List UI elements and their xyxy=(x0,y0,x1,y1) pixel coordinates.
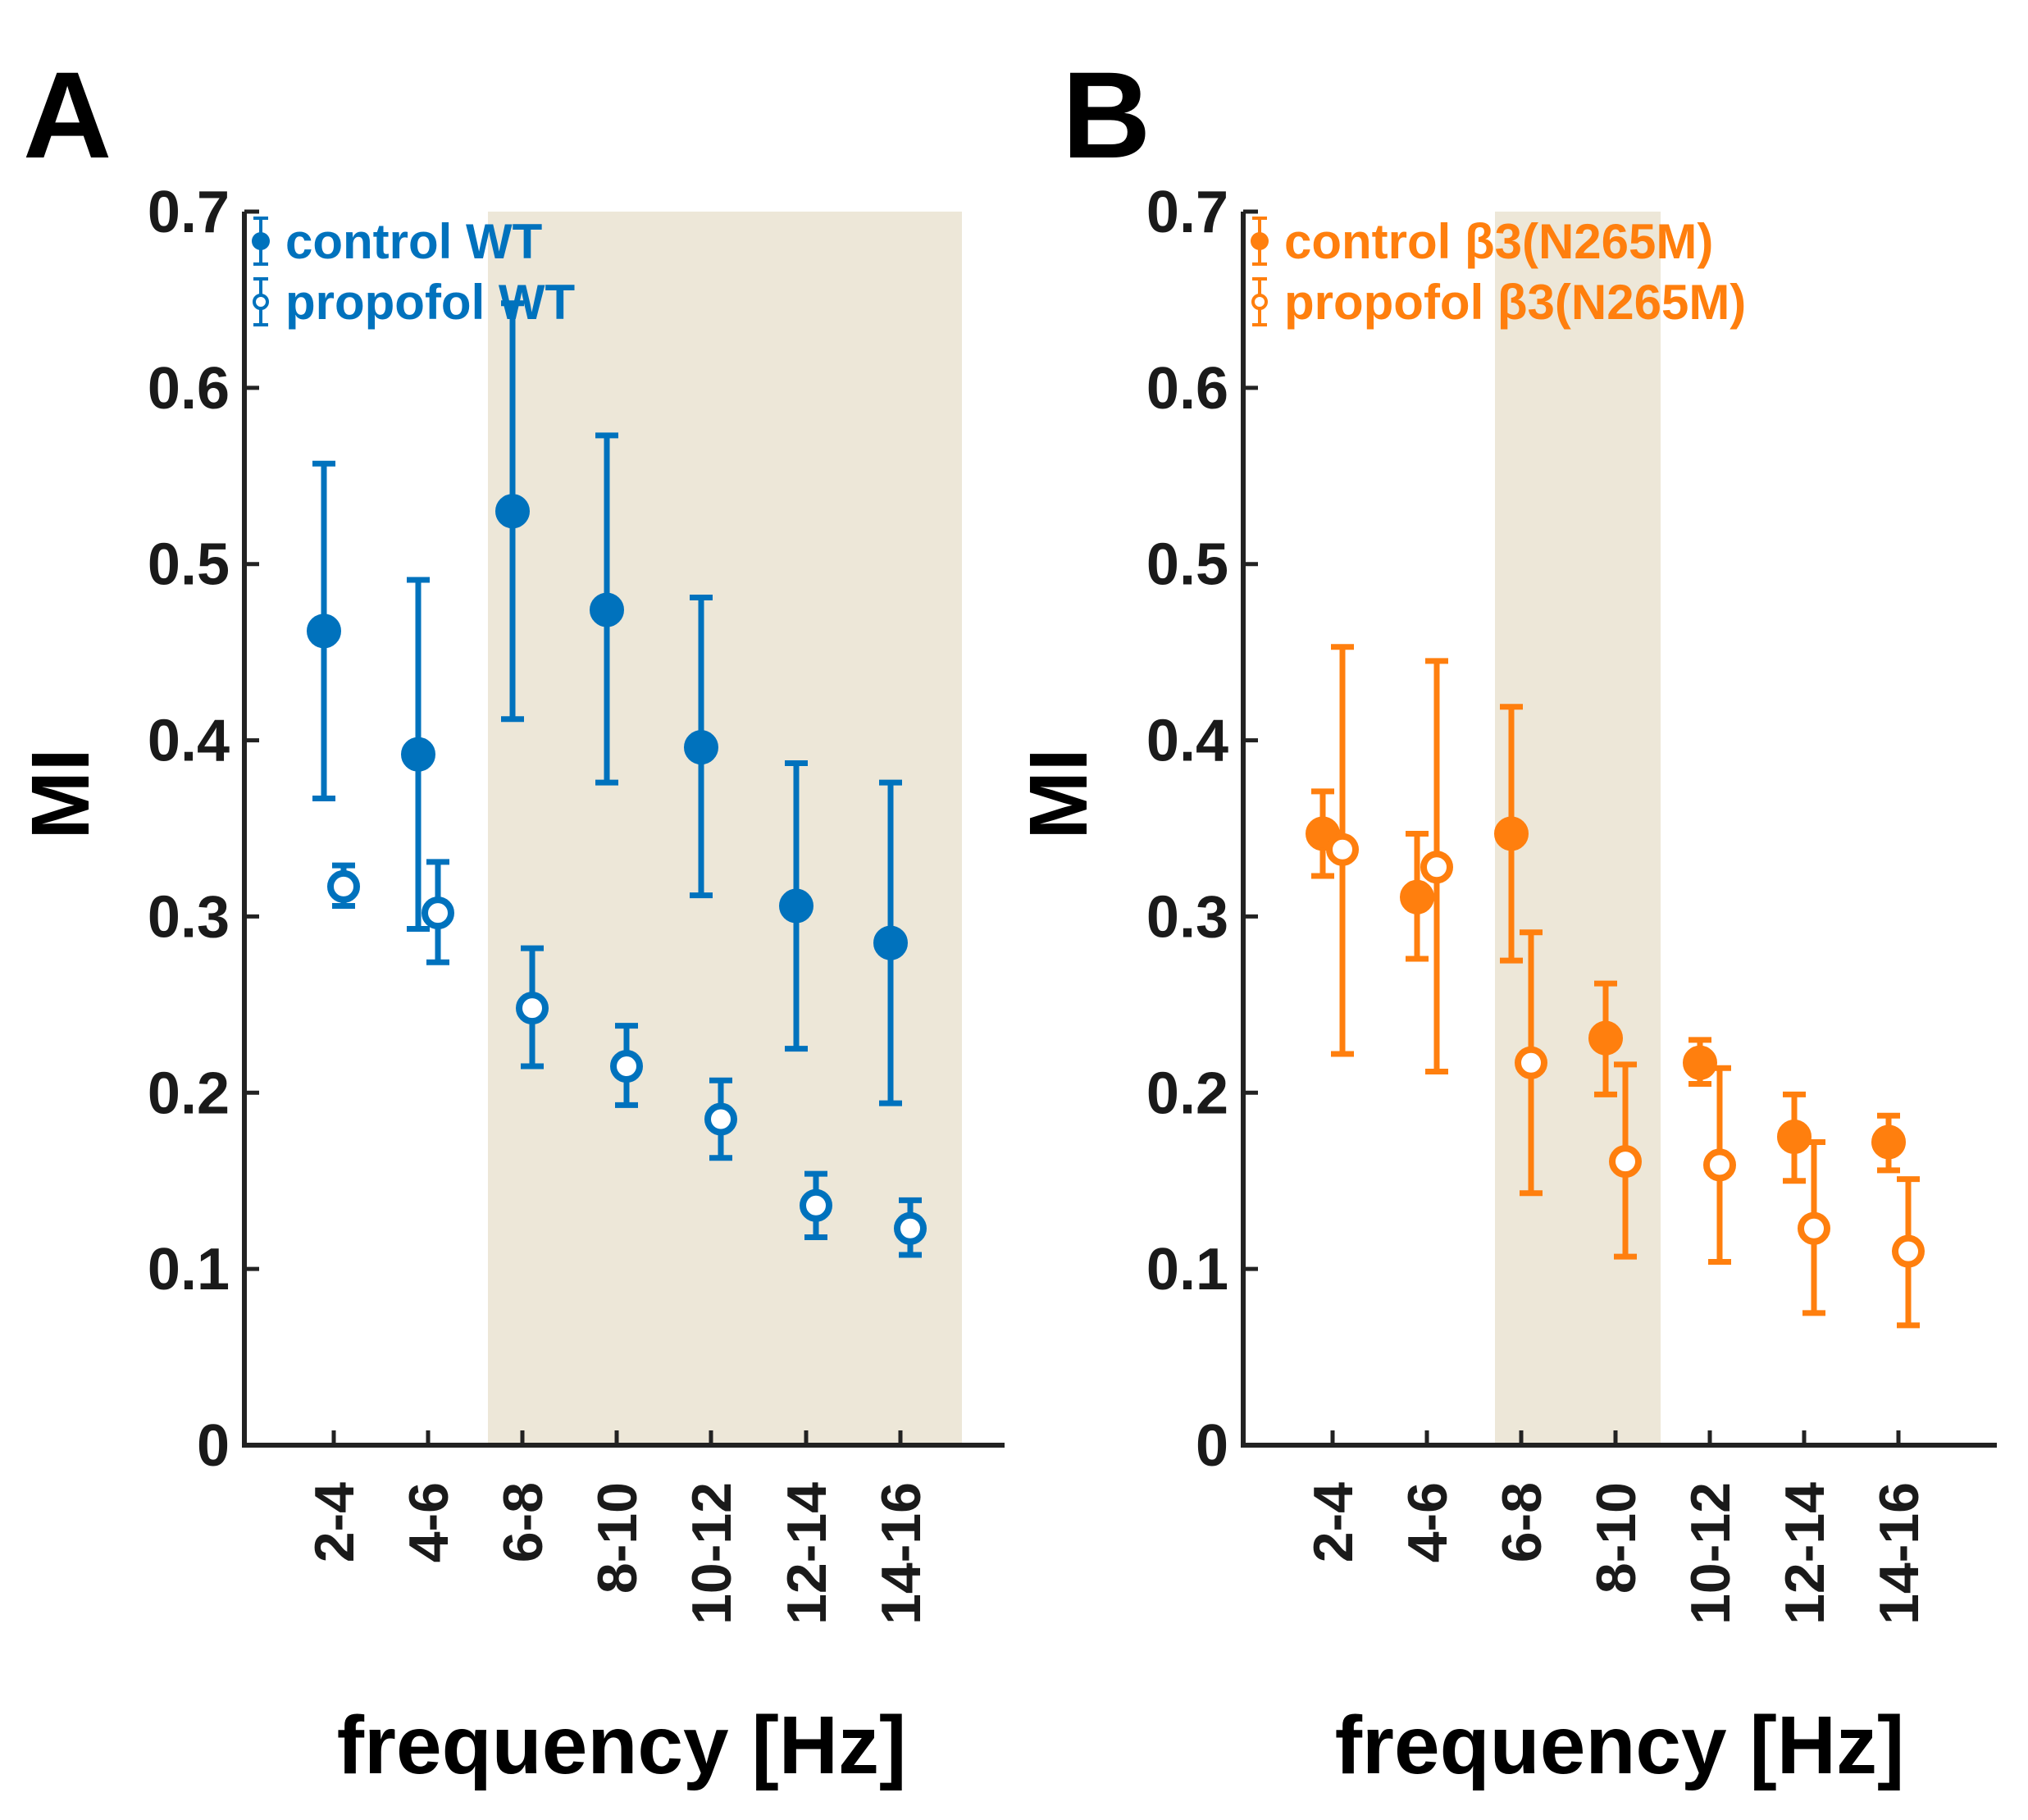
panel-a-point-control xyxy=(401,737,435,772)
panel-a-xlabel: frequency [Hz] xyxy=(337,1699,907,1791)
panel-a-x-tick-label: 4-6 xyxy=(398,1482,460,1562)
panel-a-point-propofol xyxy=(327,869,360,903)
panel-b-point-propofol xyxy=(1892,1234,1925,1268)
panel-b-point-control xyxy=(1588,1020,1623,1056)
panel-a-x-tick-label: 2-4 xyxy=(303,1482,366,1562)
panel-b-y-tick-label: 0.4 xyxy=(1146,709,1228,774)
panel-a-point-propofol xyxy=(704,1102,737,1136)
panel-b-x-tick-label: 4-6 xyxy=(1397,1482,1459,1562)
panel-a-y-tick-label: 0.5 xyxy=(148,532,230,598)
panel-a-ylabel: MI xyxy=(15,748,107,839)
panel-a-point-control xyxy=(684,730,718,765)
panel-b-point-propofol xyxy=(1326,832,1359,866)
panel-a-legend-marker-control xyxy=(252,232,270,250)
panel-a-x-tick-label: 12-14 xyxy=(776,1482,838,1625)
panel-a-shaded-region xyxy=(488,212,962,1445)
panel-a-point-propofol xyxy=(800,1188,832,1222)
panel-b-plot: 0 0.1 0.2 0.3 0.4 0.5 0.6 0.7 2-4 4-6 6-8 8-10 10-12… xyxy=(1146,180,1997,1625)
panel-b-point-control xyxy=(1683,1045,1717,1080)
panel-a-point-propofol xyxy=(610,1050,643,1083)
panel-b-letter: B xyxy=(1062,46,1151,184)
panel-a-plot: 0 0.1 0.2 0.3 0.4 0.5 0.6 0.7 2-4 4-6 6-8 8-10 10-12… xyxy=(148,180,1005,1625)
panel-a-y-tick-label: 0 xyxy=(197,1413,230,1479)
panel-a-y-tick-label: 0.3 xyxy=(148,884,230,950)
panel-a-point-control xyxy=(779,888,813,924)
panel-a-x-tick-label: 10-12 xyxy=(681,1482,743,1625)
panel-b-point-control xyxy=(1494,816,1529,851)
panel-a-point-control xyxy=(590,592,624,627)
panel-b-legend-marker-propofol xyxy=(1251,294,1268,310)
panel-b-point-control xyxy=(1777,1120,1812,1154)
panel-a-legend-label: control WT xyxy=(285,214,542,269)
panel-b-xlabel: frequency [Hz] xyxy=(1335,1699,1905,1791)
panel-b-x-tick-label: 10-12 xyxy=(1679,1482,1742,1625)
panel-b-point-propofol xyxy=(1703,1148,1736,1182)
panel-b-point-control xyxy=(1400,879,1434,915)
panel-b-x-tick-label: 6-8 xyxy=(1491,1482,1553,1562)
panel-b-point-control xyxy=(1871,1124,1906,1160)
panel-a-letter: A xyxy=(23,46,112,184)
panel-a-point-propofol xyxy=(894,1211,927,1245)
panel-b-legend-label: control β3(N265M) xyxy=(1284,214,1713,269)
panel-b-x-tick-label: 14-16 xyxy=(1868,1482,1930,1625)
panel-a-x-tick-label: 14-16 xyxy=(870,1482,932,1625)
panel-a-point-propofol xyxy=(516,992,549,1025)
panel-a-point-control xyxy=(307,614,341,649)
panel-a-point-propofol xyxy=(422,896,454,930)
panel-a-x-tick-label: 8-10 xyxy=(586,1482,649,1594)
panel-a-y-tick-label: 0.2 xyxy=(148,1061,230,1126)
panel-a-y-tick-label: 0.6 xyxy=(148,356,230,422)
panel-b-y-tick-label: 0.7 xyxy=(1146,180,1228,245)
panel-b-legend-label: propofol β3(N265M) xyxy=(1284,275,1746,330)
panel-b-ylabel: MI xyxy=(1013,748,1105,839)
panel-b-x-tick-label: 12-14 xyxy=(1774,1482,1836,1625)
panel-a-point-control xyxy=(873,925,908,960)
panel-b-y-tick-label: 0.1 xyxy=(1146,1237,1228,1302)
panel-b-legend-marker-control xyxy=(1251,232,1269,250)
panel-b-x-tick-label: 8-10 xyxy=(1585,1482,1647,1594)
panel-a-x-tick-label: 6-8 xyxy=(492,1482,554,1562)
panel-a-y-tick-label: 0.7 xyxy=(148,180,230,245)
panel-a-point-control xyxy=(495,494,530,529)
panel-b-y-tick-label: 0.2 xyxy=(1146,1061,1228,1126)
panel-b-y-tick-label: 0.3 xyxy=(1146,884,1228,950)
panel-b-y-tick-label: 0 xyxy=(1196,1413,1228,1479)
panel-b-point-propofol xyxy=(1515,1046,1547,1079)
panel-b-y-tick-label: 0.6 xyxy=(1146,356,1228,422)
panel-b-x-tick-label: 2-4 xyxy=(1302,1482,1365,1562)
panel-a-legend-marker-propofol xyxy=(253,294,269,310)
panel-b-point-propofol xyxy=(1420,851,1453,884)
panel-a-legend-label: propofol WT xyxy=(285,275,575,330)
panel-b-point-propofol xyxy=(1609,1145,1642,1179)
panel-b-point-propofol xyxy=(1798,1211,1830,1245)
panel-a-y-tick-label: 0.1 xyxy=(148,1237,230,1302)
panel-b-y-tick-label: 0.5 xyxy=(1146,532,1228,598)
panel-a-y-tick-label: 0.4 xyxy=(148,709,230,774)
